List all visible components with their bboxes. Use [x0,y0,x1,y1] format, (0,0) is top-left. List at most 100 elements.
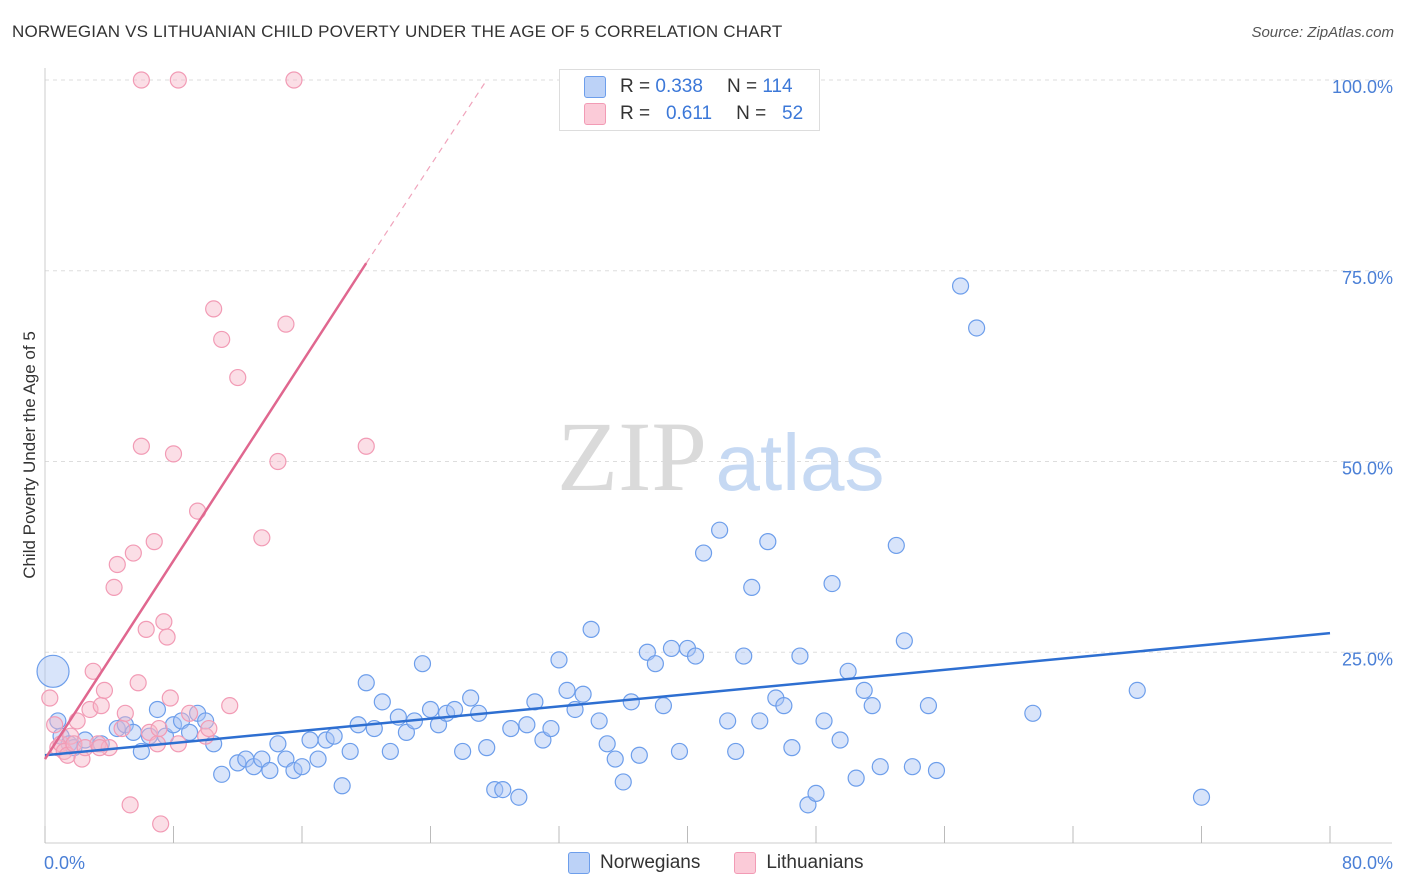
legend-swatch-norwegians [584,76,606,98]
watermark: ZIP atlas [557,401,884,512]
norwegian-point [574,685,592,703]
norwegian-point [317,731,335,749]
lithuanian-point [68,712,86,730]
x-tick-label: 80.0% [1342,853,1393,873]
norwegian-point [775,697,793,715]
norwegian-point [815,712,833,730]
norwegian-point [919,697,938,715]
norwegian-point [743,578,761,596]
norwegian-point [309,750,327,768]
series-legend: Norwegians Lithuanians [568,852,898,874]
norwegian-point [494,780,512,799]
legend-n-label: N = [736,103,767,124]
chart-title: NORWEGIAN VS LITHUANIAN CHILD POVERTY UN… [12,22,783,41]
norwegian-point [341,742,359,761]
norwegian-point [719,712,737,730]
norwegian-point [108,719,126,738]
legend-label-lithuanians: Lithuanians [766,852,864,873]
lithuanian-point [46,716,64,734]
norwegian-point [670,742,689,761]
norwegian-point [261,761,279,780]
legend-r-value: 0.338 [655,76,703,97]
lithuanian-point [357,437,375,455]
norwegian-point [213,765,231,783]
norwegian-point [229,754,247,772]
norwegian-point [301,731,319,749]
legend-r-label: R = [620,76,651,97]
lithuanian-point [205,300,223,318]
legend-item-norwegians[interactable]: Norwegians [568,852,700,874]
norwegian-point [293,758,311,776]
norwegian-point [630,746,648,764]
tick-labels: 25.0% 50.0% 75.0% 100.0% 0.0% 80.0% [44,77,1393,873]
legend-swatch-lithuanians [734,852,757,874]
y-tick-label: 100.0% [1332,77,1393,97]
legend-n-value: 52 [782,103,804,124]
legend-swatch-lithuanians [584,103,606,125]
lithuanian-point [164,445,183,463]
norwegian-point [285,761,303,780]
lithuanian-trend-extension [365,79,488,264]
norwegian-point [751,712,769,730]
axes [44,68,1392,844]
norwegian-point [558,681,576,700]
norwegian-point [871,758,889,776]
source-label: Source: ZipAtlas.com [1251,24,1394,41]
legend-n-value: 114 [762,76,793,97]
norwegian-point [373,693,391,711]
data-points [36,71,1211,833]
norwegian-point [413,655,432,673]
norwegian-point [606,750,624,768]
lithuanian-point [161,689,179,707]
norwegian-point [711,521,729,539]
lithuanian-point [41,689,59,707]
norwegian-point [478,739,496,757]
lithuanian-trend-line [43,262,368,760]
lithuanian-point [150,719,168,738]
norwegian-point [903,758,921,776]
norwegian-point [831,731,849,749]
lithuanian-point [116,704,134,722]
norwegian-point [590,712,608,730]
norwegian-point [646,655,664,673]
lithuanian-point [124,544,142,562]
norwegian-point [686,647,705,665]
legend-item-lithuanians[interactable]: Lithuanians [734,852,864,874]
norwegian-point [863,697,881,715]
lithuanian-point [81,700,99,719]
lithuanian-point [108,555,126,574]
norwegian-point [727,742,745,761]
norwegian-point [735,647,753,665]
norwegian-point [662,639,681,658]
legend-n-label: N = [726,76,758,97]
lithuanian-point [121,796,139,814]
norwegian-point [759,533,777,551]
norwegian-point [839,662,857,680]
norwegian-point [542,719,560,738]
norwegian-point [462,689,480,707]
norwegian-point [855,681,873,700]
x-tick-label: 0.0% [44,853,85,873]
norwegian-trend-line [44,631,1331,757]
norwegian-point [654,697,673,715]
norwegian-point [454,742,472,761]
norwegian-point [951,277,970,295]
lithuanian-point [169,71,187,89]
lithuanian-point [285,71,303,89]
norwegian-point [847,769,865,787]
norwegian-point [325,727,343,745]
lithuanian-point [91,739,109,757]
norwegian-point [791,647,809,665]
lithuanian-point [152,815,170,833]
watermark-atlas: atlas [716,418,885,507]
norwegian-point [614,773,632,791]
norwegian-point [510,788,528,806]
norwegian-point [518,716,536,734]
lithuanian-point [277,315,295,333]
lithuanian-point [269,452,287,471]
lithuanian-point [132,437,150,455]
lithuanian-point [221,697,239,715]
norwegian-point [381,742,399,761]
norwegian-point [148,700,167,719]
